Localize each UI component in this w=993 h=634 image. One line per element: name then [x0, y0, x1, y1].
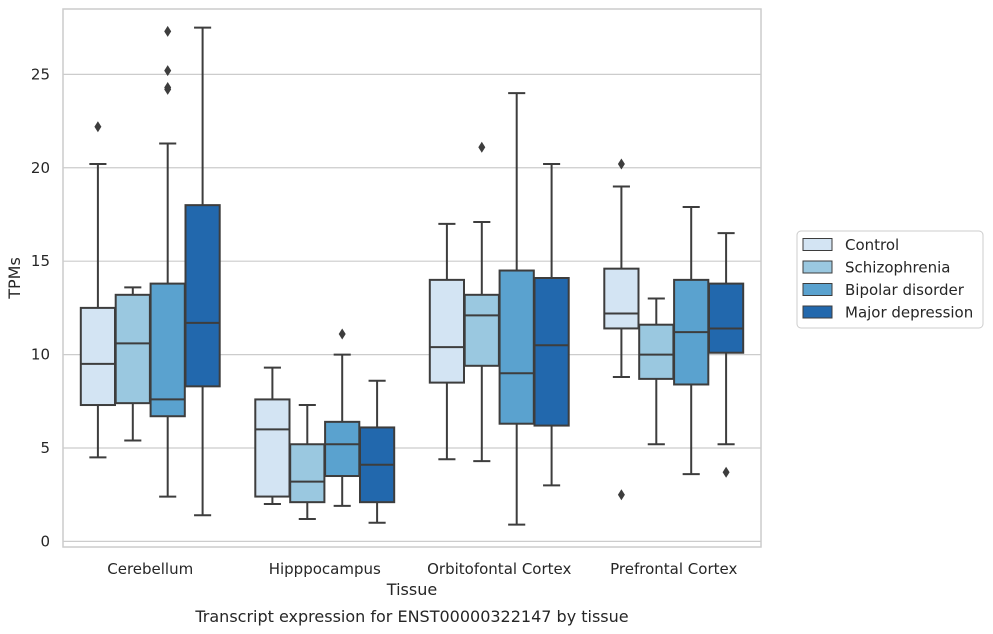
y-tick-labels: 0 5 10 15 20 25 [31, 65, 50, 550]
iqr-box [428, 278, 466, 384]
box-3-2 [673, 206, 710, 476]
y-axis-label: TPMs [5, 257, 24, 300]
iqr-box [324, 420, 361, 478]
iqr-box [149, 282, 186, 418]
iqr-box [533, 277, 570, 427]
y-tick-label: 20 [31, 159, 50, 177]
box-0-2 [149, 25, 186, 498]
x-tick-labels: Cerebellum Hipppocampus Orbitofontal Corte… [107, 560, 737, 578]
outlier-point [617, 489, 625, 501]
outlier-point [722, 466, 730, 478]
box-1-3 [358, 379, 396, 524]
box-0-1 [114, 286, 151, 442]
x-tick-label: Prefrontal Cortex [610, 560, 737, 578]
legend-swatch [802, 238, 833, 251]
outlier-point [478, 141, 486, 153]
outlier-point [94, 121, 102, 133]
iqr-box [707, 282, 745, 354]
iqr-box [289, 443, 326, 504]
iqr-box [184, 204, 221, 388]
box-3-1 [638, 297, 675, 446]
legend-items: Control Schizophrenia Bipolar disorder Majo… [802, 236, 973, 322]
x-tick-label: Hipppocampus [269, 560, 381, 578]
iqr-box [498, 269, 535, 425]
outlier-point [617, 158, 625, 170]
chart-title: Transcript expression for ENST0000032214… [194, 607, 628, 626]
iqr-box [114, 293, 151, 405]
legend-swatch [802, 283, 833, 296]
plot-frame [62, 8, 762, 548]
outlier-point [164, 25, 172, 37]
y-tick-label: 25 [31, 65, 50, 83]
box-3-3 [707, 232, 745, 478]
y-tick-label: 15 [31, 252, 50, 270]
box-1-2 [324, 328, 361, 507]
iqr-box [254, 398, 291, 498]
box-2-3 [533, 163, 570, 487]
legend-swatch [802, 305, 833, 319]
legend-label: Bipolar disorder [845, 281, 965, 299]
outlier-point [164, 65, 172, 77]
iqr-box [79, 306, 117, 407]
box-1-1 [289, 404, 326, 520]
outlier-point [338, 328, 346, 340]
x-tick-label: Orbitofontal Cortex [427, 560, 571, 578]
box-2-2 [498, 92, 535, 526]
box-0-3 [184, 26, 221, 517]
box-plot-area [79, 25, 745, 526]
legend-label: Schizophrenia [845, 259, 950, 277]
x-tick-label: Cerebellum [107, 560, 193, 578]
iqr-box [603, 267, 640, 330]
iqr-box [638, 323, 675, 380]
box-2-0 [428, 222, 466, 461]
legend-swatch [802, 260, 833, 274]
legend-label: Major depression [845, 304, 973, 322]
legend-label: Control [845, 236, 899, 254]
iqr-box [463, 293, 500, 367]
box-2-1 [463, 141, 500, 463]
box-3-0 [603, 158, 640, 501]
outlier-point [164, 83, 172, 95]
legend: Control Schizophrenia Bipolar disorder Majo… [796, 230, 984, 329]
box-0-0 [79, 121, 117, 459]
box-1-0 [254, 366, 291, 506]
legend-frame [796, 230, 984, 329]
y-tick-label: 10 [31, 346, 50, 364]
x-axis-label: Tissue [386, 580, 437, 599]
y-tick-label: 5 [40, 439, 50, 457]
y-tick-label: 0 [40, 532, 50, 550]
